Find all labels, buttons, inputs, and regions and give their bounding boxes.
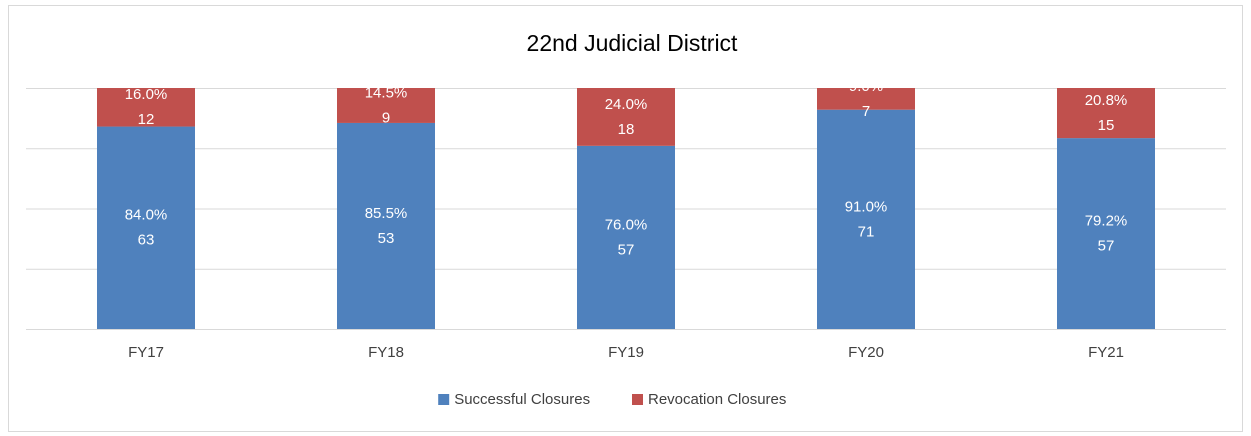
bar-segment <box>577 88 675 146</box>
count-label: 9 <box>382 109 390 126</box>
count-label: 7 <box>862 103 870 120</box>
data-label: 9.0% <box>849 78 883 95</box>
x-tick-label: FY17 <box>128 344 164 361</box>
count-label: 57 <box>1098 238 1115 255</box>
bar-segment <box>817 88 915 110</box>
x-tick-label: FY19 <box>608 344 644 361</box>
bar-segment <box>97 88 195 127</box>
data-label: 76.0% <box>605 216 648 233</box>
legend-swatch <box>632 394 643 405</box>
bar-segment <box>97 126 195 329</box>
bar-segment <box>337 122 435 329</box>
x-tick-label: FY18 <box>368 344 404 361</box>
data-label: 20.8% <box>1085 92 1128 109</box>
chart-title: 22nd Judicial District <box>527 30 739 56</box>
count-label: 18 <box>618 121 635 138</box>
data-label: 84.0% <box>125 207 168 224</box>
count-label: 63 <box>138 232 155 249</box>
legend-label: Revocation Closures <box>648 391 786 408</box>
data-label: 16.0% <box>125 86 168 103</box>
bar-segment <box>817 109 915 329</box>
data-label: 14.5% <box>365 84 408 101</box>
bar-segment <box>577 145 675 329</box>
count-label: 57 <box>618 241 635 258</box>
data-label: 91.0% <box>845 198 888 215</box>
bar-segment <box>1057 88 1155 139</box>
count-label: 15 <box>1098 117 1115 134</box>
count-label: 12 <box>138 111 155 128</box>
bar-segment <box>1057 138 1155 329</box>
x-tick-label: FY20 <box>848 344 884 361</box>
data-label: 85.5% <box>365 205 408 222</box>
data-label: 79.2% <box>1085 213 1128 230</box>
count-label: 71 <box>858 223 875 240</box>
data-label: 24.0% <box>605 96 648 113</box>
legend-label: Successful Closures <box>454 391 590 408</box>
x-tick-label: FY21 <box>1088 344 1124 361</box>
legend-swatch <box>438 394 450 405</box>
bar-segment <box>337 88 435 123</box>
count-label: 53 <box>378 230 395 247</box>
